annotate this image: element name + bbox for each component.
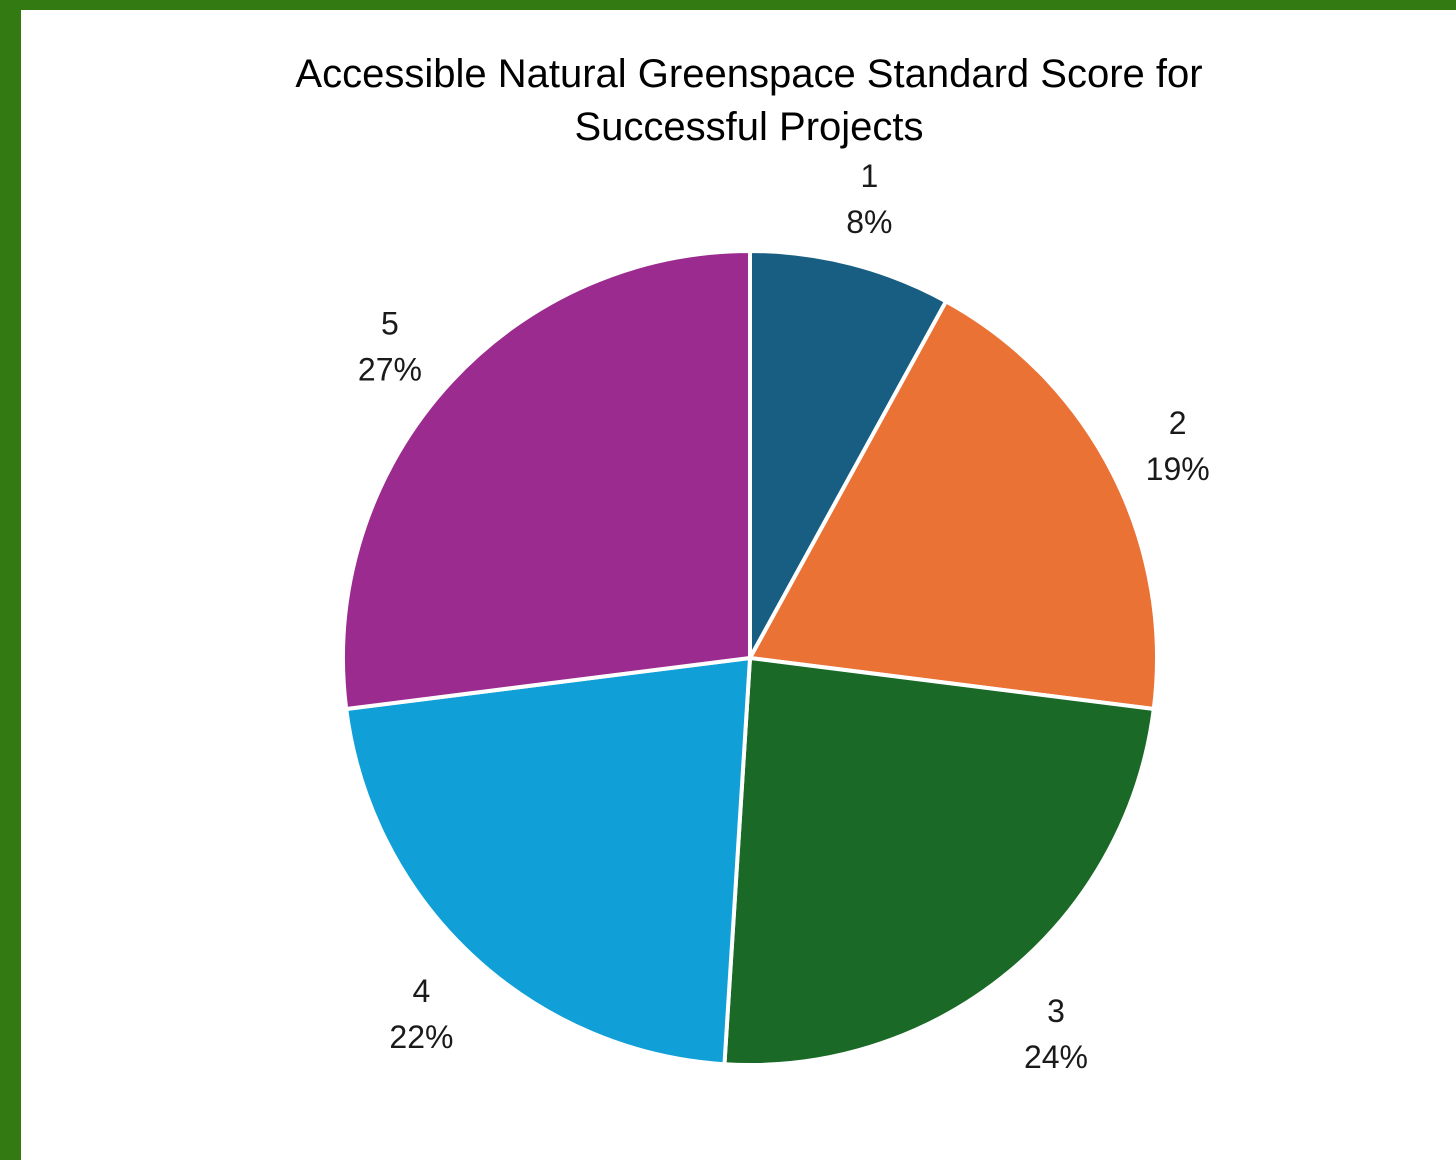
pie-slice-4 <box>344 656 752 1067</box>
pie-slice-1 <box>748 249 949 660</box>
slice-percent-label-4: 22% <box>389 1019 453 1055</box>
slice-percent-label-1: 8% <box>846 204 892 240</box>
pie-labels: 1 8% 2 19% 3 24% 4 22% 5 27% <box>358 158 1210 1075</box>
slice-category-label-5: 5 <box>381 306 399 342</box>
pie-chart: Accessible Natural Greenspace Standard S… <box>295 52 1210 1075</box>
slice-percent-label-2: 19% <box>1146 451 1210 487</box>
slice-category-label-4: 4 <box>413 973 431 1009</box>
slice-category-label-3: 3 <box>1047 993 1065 1029</box>
pie-slice-2 <box>748 299 1159 712</box>
slice-category-label-2: 2 <box>1169 405 1187 441</box>
pie-slices <box>341 249 1159 1067</box>
chart-panel: Accessible Natural Greenspace Standard S… <box>21 10 1456 1160</box>
pie-slice-5 <box>341 249 752 712</box>
chart-title-line-2: Successful Projects <box>574 105 923 149</box>
slice-percent-label-3: 24% <box>1024 1039 1088 1075</box>
pie-slice-3 <box>722 656 1156 1067</box>
slice-category-label-1: 1 <box>860 158 878 194</box>
chart-title-line-1: Accessible Natural Greenspace Standard S… <box>295 52 1202 96</box>
slice-percent-label-5: 27% <box>358 352 422 388</box>
